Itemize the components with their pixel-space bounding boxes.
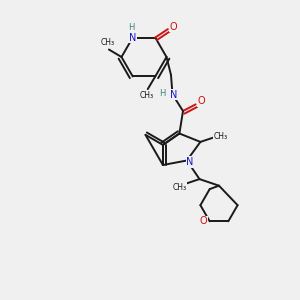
Text: CH₃: CH₃ — [100, 38, 115, 47]
Text: H: H — [159, 89, 166, 98]
Text: O: O — [197, 96, 205, 106]
Text: CH₃: CH₃ — [172, 183, 187, 192]
Text: CH₃: CH₃ — [213, 132, 228, 141]
Text: O: O — [199, 216, 207, 226]
Text: CH₃: CH₃ — [139, 91, 153, 100]
Text: N: N — [129, 32, 136, 43]
Text: O: O — [169, 22, 177, 32]
Text: N: N — [186, 157, 194, 167]
Text: N: N — [170, 89, 178, 100]
Text: H: H — [128, 23, 134, 32]
